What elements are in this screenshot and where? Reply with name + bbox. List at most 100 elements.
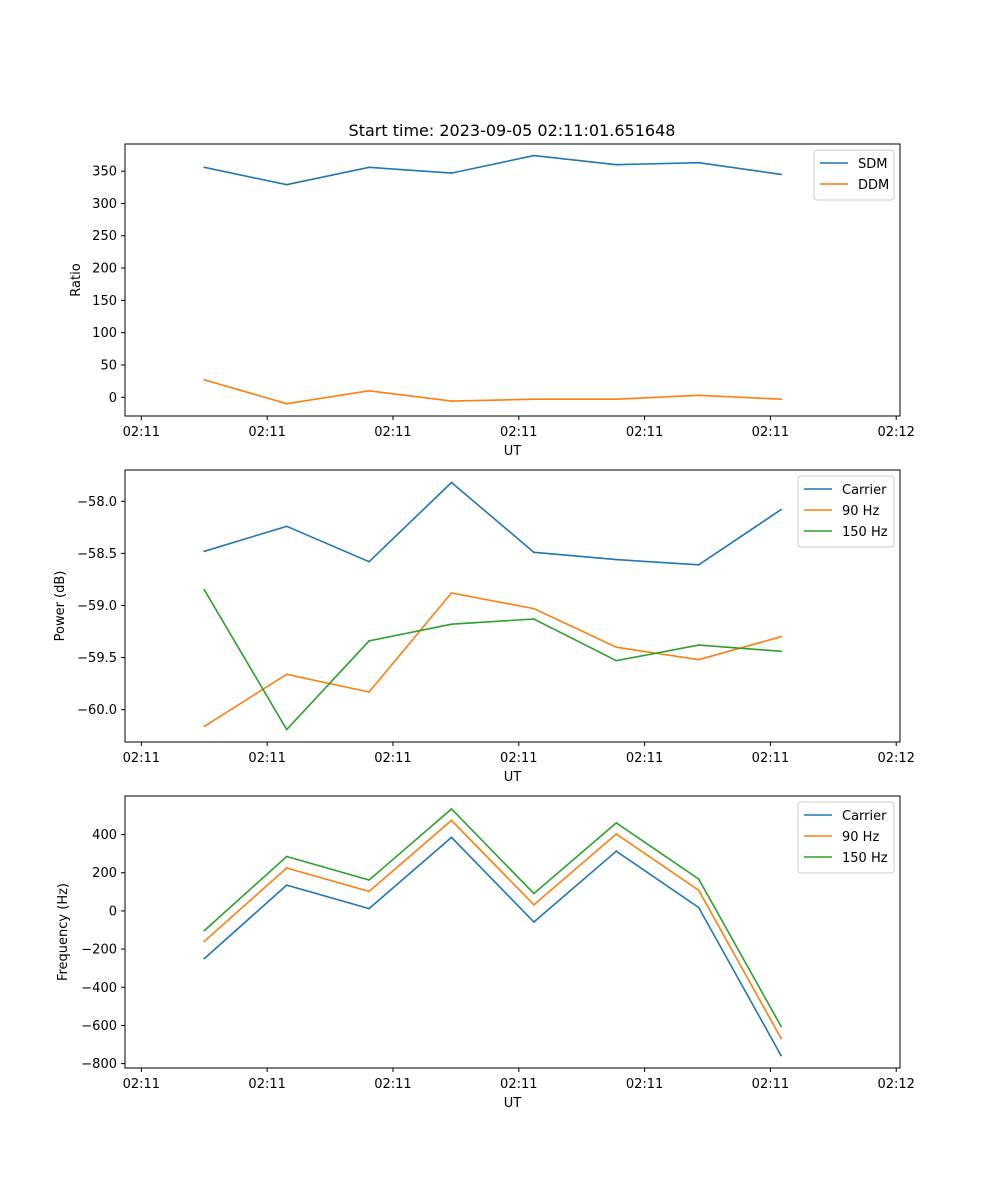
data-point-ddm [285,402,288,405]
y-tick-label: 50 [100,358,117,373]
x-tick-label: 02:11 [248,1077,285,1092]
data-point-carrier [780,1054,783,1057]
x-tick-label: 02:11 [626,1077,663,1092]
x-tick-label: 02:11 [752,425,789,440]
x-tick-label: 02:11 [500,751,537,766]
data-point-150-hz [615,822,618,824]
series-line-90-hz [203,592,782,728]
data-point-90-hz [203,725,206,728]
x-tick-label: 02:12 [877,425,914,440]
data-point-carrier [285,884,288,887]
x-axis-label: UT [504,1096,522,1111]
series-line-sdm [204,154,782,186]
legend-box [797,801,895,874]
y-tick-label: 200 [92,262,117,277]
data-point-carrier [450,836,453,839]
axes-frame [124,469,901,743]
data-point-carrier [780,508,783,511]
x-tick-label: 02:11 [123,751,160,766]
data-point-sdm [780,173,783,176]
data-point-sdm [285,183,288,186]
data-point-carrier [203,957,206,960]
y-tick-label: 250 [92,229,117,244]
series-line-150-hz [203,589,782,731]
y-tick-label: −59.5 [77,651,117,666]
y-tick-label: 0 [109,391,117,406]
legend: Carrier 90 Hz 150 Hz [797,475,895,548]
legend: Carrier 90 Hz 150 Hz [797,801,895,874]
x-tick-label: 02:11 [752,1077,789,1092]
legend-label: 150 Hz [842,851,888,866]
data-point-150-hz [203,929,206,932]
x-tick-label: 02:11 [123,1077,160,1092]
data-point-sdm [615,163,618,166]
data-point-sdm [203,166,206,169]
data-point-carrier [697,563,700,566]
data-point-150-hz [780,650,783,653]
data-point-sdm [697,161,700,164]
data-point-90-hz [615,833,618,835]
legend-label: 90 Hz [842,830,879,845]
data-point-90-hz [615,646,618,649]
data-point-90-hz [780,1037,783,1040]
y-tick-label: −60.0 [77,703,117,718]
series-line-ddm [204,379,782,405]
data-point-150-hz [450,623,453,626]
data-point-150-hz [780,1025,783,1028]
series-line-150-hz [203,807,782,1027]
series-line-carrier [203,836,782,1056]
y-tick-label: 200 [92,866,117,881]
legend-label: DDM [858,178,889,193]
y-axis-label: Power (dB) [53,571,68,642]
y-tick-label: −600 [81,1019,117,1034]
plot-panel-2: 02:11 02:11 02:11 02:11 02:11 02:11 02:12 −60.0… [53,469,915,785]
data-point-150-hz [368,640,370,642]
y-tick-label: −800 [81,1057,117,1072]
data-point-90-hz [450,592,453,594]
data-point-ddm [780,398,783,401]
data-point-90-hz [368,890,370,893]
x-tick-label: 02:11 [248,751,285,766]
axes-frame [124,795,901,1069]
x-tick-label: 02:11 [374,425,411,440]
data-point-90-hz [697,889,700,892]
data-point-90-hz [532,607,535,610]
data-point-90-hz [532,903,535,906]
x-tick-label: 02:11 [248,425,285,440]
data-point-carrier [368,907,370,910]
data-point-150-hz [450,808,453,810]
legend-label: 90 Hz [842,504,879,519]
y-tick-label: −58.0 [77,495,117,510]
data-point-150-hz [368,879,370,881]
legend-label: Carrier [842,809,887,824]
y-tick-label: 150 [92,294,117,309]
data-point-150-hz [615,659,618,662]
data-point-90-hz [780,635,783,638]
x-tick-label: 02:11 [626,425,663,440]
data-point-ddm [450,400,453,403]
legend-label: Carrier [842,483,887,498]
x-axis-label: UT [504,770,522,785]
data-point-ddm [615,398,618,401]
x-tick-label: 02:11 [500,425,537,440]
data-point-ddm [368,389,370,392]
data-point-150-hz [203,588,206,591]
y-tick-label: 300 [92,197,117,212]
data-point-carrier [532,921,535,923]
x-tick-label: 02:11 [374,1077,411,1092]
legend: SDM DDM [813,149,895,201]
chart-title: Start time: 2023-09-05 02:11:01.651648 [349,121,676,140]
data-point-90-hz [285,673,288,676]
data-point-150-hz [532,892,535,895]
data-point-90-hz [203,940,206,943]
data-point-carrier [285,525,288,528]
data-point-carrier [450,481,453,484]
data-point-carrier [615,850,618,853]
x-tick-label: 02:11 [626,751,663,766]
y-tick-label: 0 [109,904,117,919]
x-axis-label: UT [504,444,522,459]
y-tick-label: −59.0 [77,599,117,614]
data-point-90-hz [697,658,700,661]
y-tick-label: −58.5 [77,547,117,562]
